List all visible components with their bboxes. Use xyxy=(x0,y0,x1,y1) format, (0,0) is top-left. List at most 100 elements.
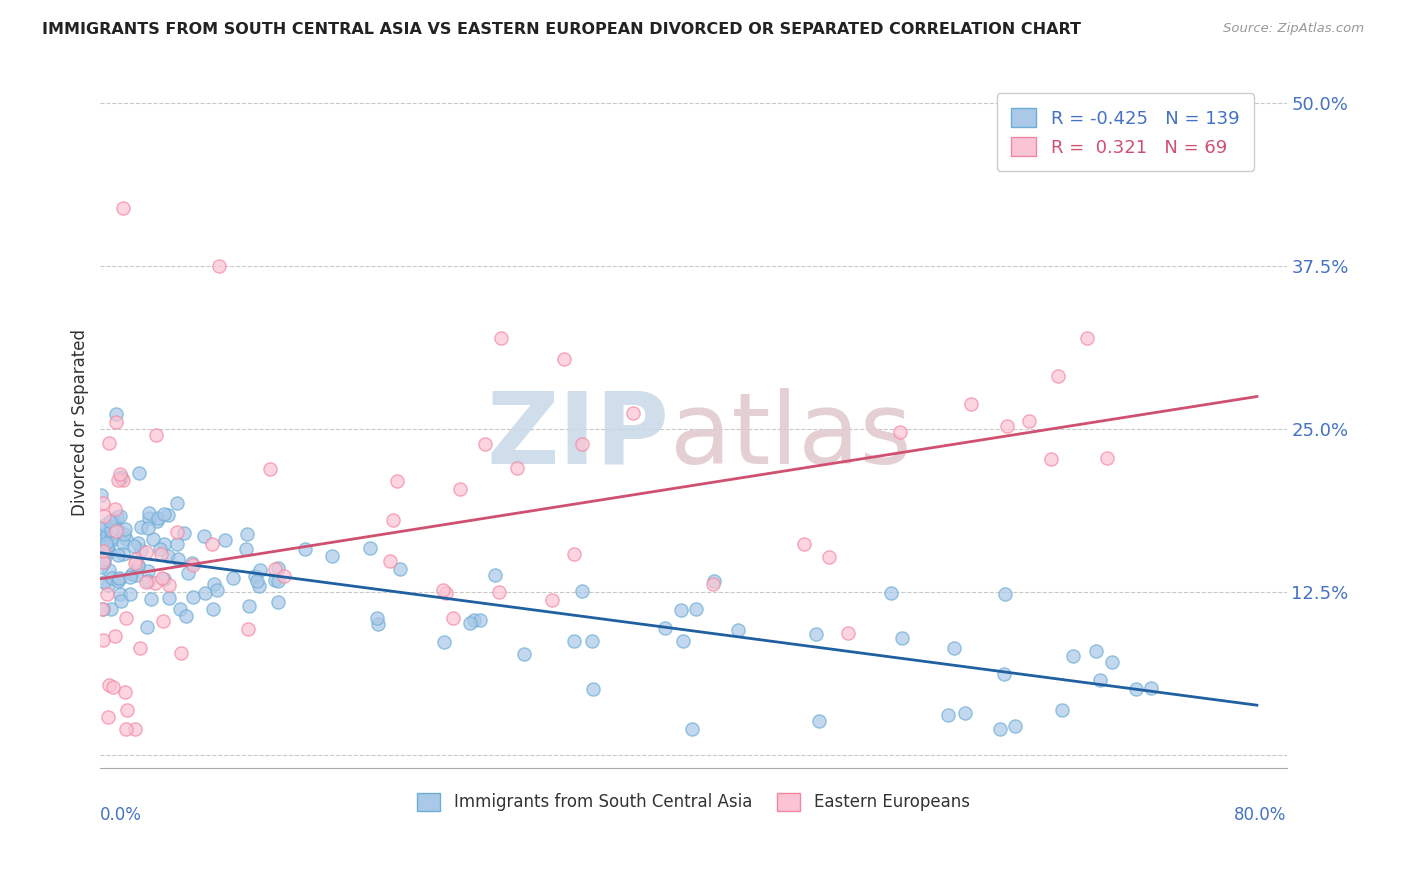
Point xyxy=(97,542,120,557)
Point xyxy=(93,601,115,615)
Point xyxy=(193,529,215,543)
Point xyxy=(91,540,114,554)
Point xyxy=(107,548,129,562)
Point xyxy=(115,611,138,625)
Point xyxy=(111,201,134,215)
Point xyxy=(267,594,290,608)
Point xyxy=(150,571,173,585)
Point xyxy=(681,722,703,736)
Point xyxy=(146,511,169,525)
Point xyxy=(127,558,149,573)
Point xyxy=(122,539,145,553)
Point xyxy=(101,680,124,694)
Point xyxy=(108,587,131,601)
Point xyxy=(110,467,132,481)
Text: IMMIGRANTS FROM SOUTH CENTRAL ASIA VS EASTERN EUROPEAN DIVORCED OR SEPARATED COR: IMMIGRANTS FROM SOUTH CENTRAL ASIA VS EA… xyxy=(42,22,1081,37)
Point xyxy=(127,536,149,550)
Point xyxy=(263,562,285,576)
Point xyxy=(267,561,290,575)
Point xyxy=(468,613,491,627)
Point xyxy=(112,535,135,549)
Point xyxy=(474,437,496,451)
Point xyxy=(145,514,167,528)
Point xyxy=(121,567,143,582)
Point xyxy=(98,545,121,559)
Point xyxy=(115,532,138,546)
Point xyxy=(837,626,859,640)
Point xyxy=(112,547,135,561)
Point xyxy=(238,599,260,614)
Point xyxy=(98,514,121,528)
Point xyxy=(366,611,388,625)
Point xyxy=(540,593,562,607)
Point xyxy=(101,533,124,548)
Point xyxy=(553,351,575,366)
Point xyxy=(93,574,115,589)
Point xyxy=(101,513,124,527)
Point xyxy=(1125,681,1147,696)
Point xyxy=(562,634,585,648)
Point xyxy=(512,647,534,661)
Point xyxy=(112,527,135,541)
Point xyxy=(125,568,148,582)
Point xyxy=(1085,643,1108,657)
Point xyxy=(139,591,162,606)
Point xyxy=(891,632,914,646)
Point xyxy=(702,577,724,591)
Point xyxy=(488,585,510,599)
Text: Source: ZipAtlas.com: Source: ZipAtlas.com xyxy=(1223,22,1364,36)
Point xyxy=(235,542,257,557)
Point xyxy=(114,685,136,699)
Point xyxy=(170,646,193,660)
Point xyxy=(174,609,197,624)
Point xyxy=(91,543,114,558)
Point xyxy=(114,522,136,536)
Point xyxy=(489,331,512,345)
Point xyxy=(107,473,129,487)
Point xyxy=(202,602,225,616)
Text: 80.0%: 80.0% xyxy=(1234,805,1286,823)
Point xyxy=(433,635,456,649)
Point xyxy=(93,552,115,566)
Point xyxy=(100,526,122,541)
Point xyxy=(181,591,204,605)
Point xyxy=(118,570,141,584)
Point xyxy=(1046,368,1069,383)
Point xyxy=(434,586,457,600)
Point xyxy=(432,582,454,597)
Point xyxy=(995,419,1018,434)
Point xyxy=(654,621,676,635)
Point xyxy=(100,602,122,616)
Point xyxy=(960,397,983,411)
Point xyxy=(152,614,174,628)
Point xyxy=(94,518,117,533)
Point xyxy=(103,629,125,643)
Point xyxy=(245,574,267,589)
Point xyxy=(889,425,911,440)
Point xyxy=(101,571,124,585)
Point xyxy=(149,541,172,556)
Point xyxy=(621,406,644,420)
Point xyxy=(380,554,402,568)
Point xyxy=(110,593,132,607)
Point xyxy=(138,506,160,520)
Point xyxy=(150,547,173,561)
Point xyxy=(128,640,150,655)
Y-axis label: Divorced or Separated: Divorced or Separated xyxy=(72,329,89,516)
Point xyxy=(807,714,830,729)
Point xyxy=(124,556,146,570)
Point xyxy=(136,520,159,534)
Point xyxy=(110,471,132,485)
Point xyxy=(136,564,159,578)
Point xyxy=(104,415,127,429)
Point xyxy=(100,531,122,545)
Point xyxy=(201,537,224,551)
Legend: Immigrants from South Central Asia, Eastern Europeans: Immigrants from South Central Asia, East… xyxy=(411,786,977,818)
Point xyxy=(264,573,287,587)
Point xyxy=(120,587,142,601)
Point xyxy=(157,591,180,605)
Point xyxy=(388,562,411,576)
Point xyxy=(129,520,152,534)
Point xyxy=(1097,450,1119,465)
Point xyxy=(1101,656,1123,670)
